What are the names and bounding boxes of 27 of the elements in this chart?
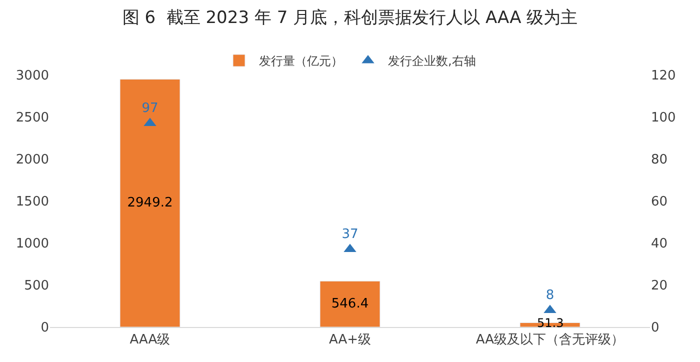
y2-tick-label: 60: [651, 194, 668, 210]
legend-label: 发行量（亿元）: [259, 54, 343, 68]
y2-tick-label: 100: [651, 110, 676, 126]
y2-tick-label: 0: [651, 320, 660, 336]
y-tick-label: 2000: [16, 152, 49, 168]
y-tick-label: 500: [24, 278, 49, 294]
bar: [320, 280, 380, 327]
data-label: 37: [342, 227, 358, 242]
y-tick-label: 1500: [16, 194, 49, 210]
y2-tick-label: 120: [651, 68, 676, 84]
chart-title: 图 6 截至 2023 年 7 月底，科创票据发行人以 AAA 级为主: [122, 8, 578, 28]
x-tick-label: AA级及以下（含无评级）: [476, 332, 624, 348]
data-label: 8: [546, 288, 554, 304]
data-label: 546.4: [331, 296, 369, 312]
y2-tick-label: 40: [651, 236, 668, 252]
data-label: 97: [142, 101, 158, 116]
y-tick-label: 1000: [16, 236, 49, 252]
legend-label: 发行企业数,右轴: [388, 54, 476, 68]
y-tick-label: 3000: [16, 68, 49, 84]
y-tick-label: 0: [40, 320, 49, 336]
y2-tick-label: 20: [651, 278, 668, 294]
x-tick-label: AAA级: [130, 332, 170, 348]
data-label: 2949.2: [127, 196, 173, 211]
bar: [120, 79, 180, 327]
y-tick-label: 2500: [16, 110, 49, 126]
y2-tick-label: 80: [651, 152, 668, 168]
x-tick-label: AA+级: [328, 332, 372, 348]
